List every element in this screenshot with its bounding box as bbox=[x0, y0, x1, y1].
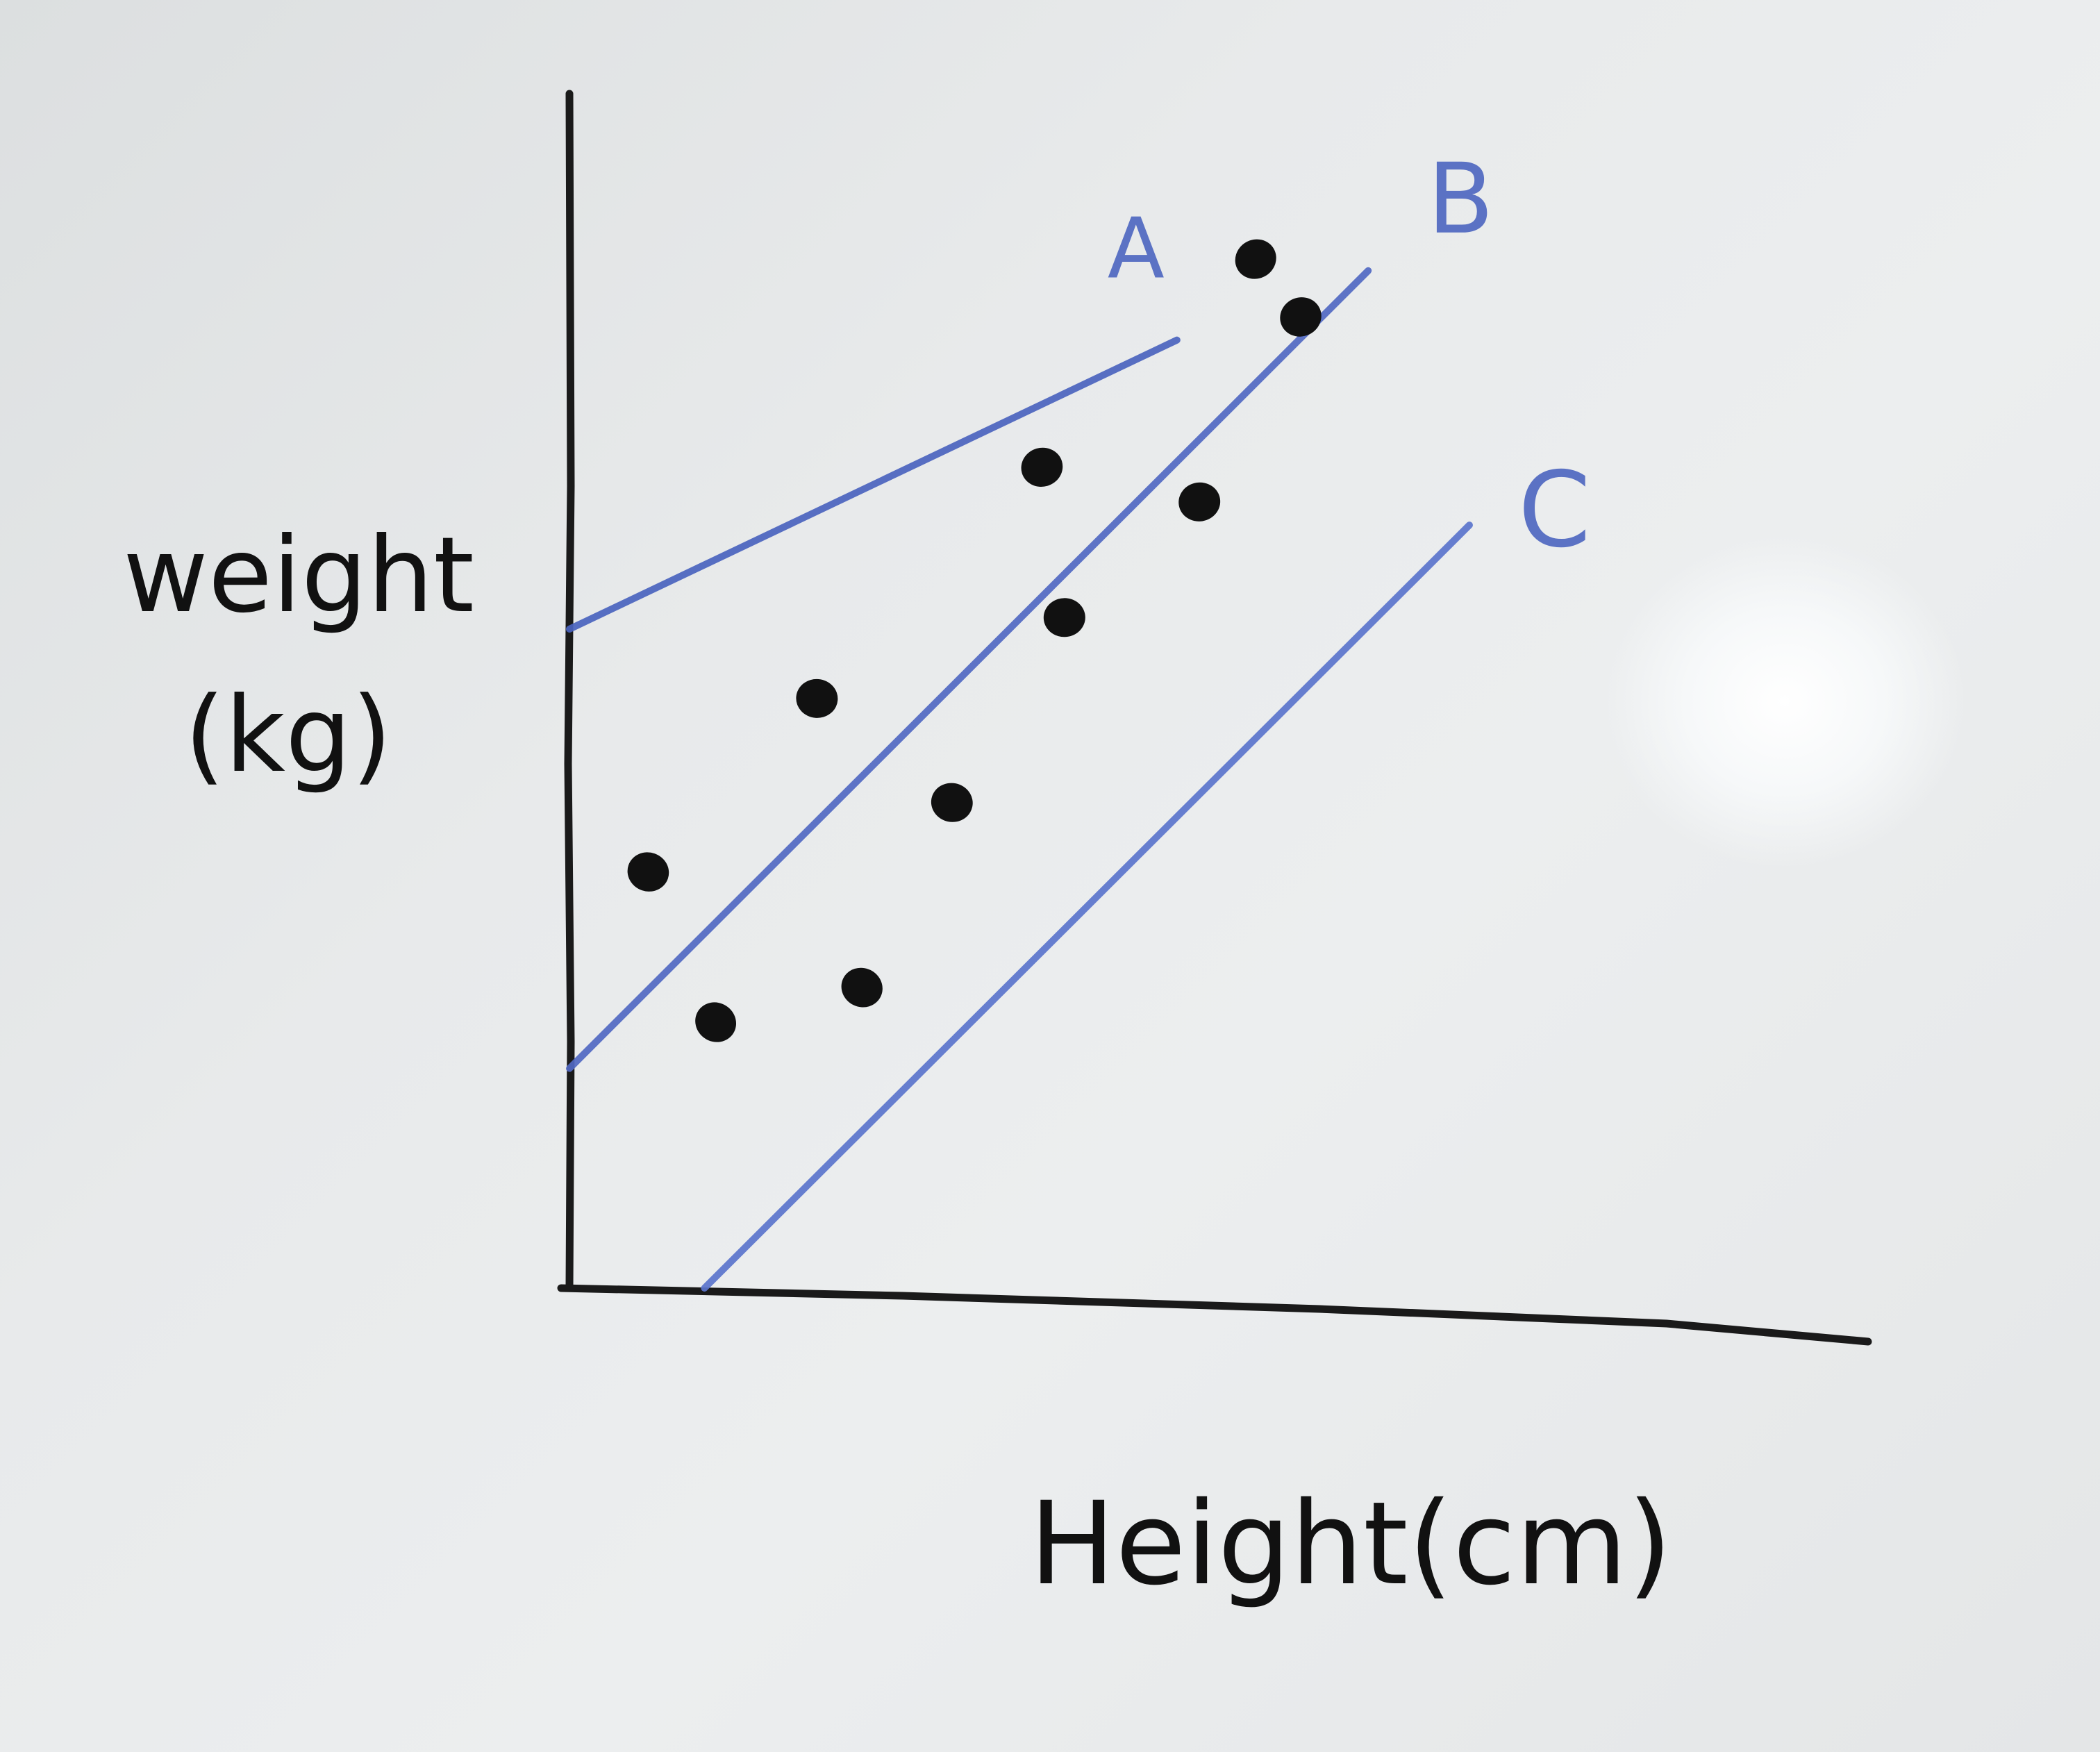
fit-line-label-b: B bbox=[1427, 143, 1494, 256]
fit-line-label-c: C bbox=[1518, 450, 1591, 571]
data-point bbox=[796, 678, 838, 718]
x-axis bbox=[557, 1284, 1872, 1346]
data-point bbox=[841, 967, 883, 1008]
data-point bbox=[1235, 239, 1276, 279]
scatter-points bbox=[627, 239, 1322, 1042]
fit-line-a bbox=[566, 336, 1181, 633]
fit-line-c bbox=[701, 522, 1473, 1292]
chart-axes bbox=[557, 90, 1872, 1346]
x-axis-label: Height(cm) bbox=[1029, 1477, 1672, 1610]
data-point bbox=[1178, 482, 1221, 522]
data-point bbox=[627, 852, 669, 892]
line-labels: A B C bbox=[1108, 143, 1591, 571]
fit-line-b bbox=[566, 267, 1372, 1072]
y-axis-label-line1: weight bbox=[123, 515, 474, 636]
fit-lines bbox=[566, 267, 1473, 1292]
data-point bbox=[931, 783, 973, 822]
data-point bbox=[1280, 297, 1322, 337]
y-axis bbox=[564, 90, 575, 1290]
data-point bbox=[695, 1002, 737, 1042]
data-point bbox=[1043, 598, 1085, 637]
fit-line-label-a: A bbox=[1108, 201, 1165, 298]
y-axis-label-line2: (kg) bbox=[184, 675, 392, 796]
data-point bbox=[1021, 447, 1063, 487]
